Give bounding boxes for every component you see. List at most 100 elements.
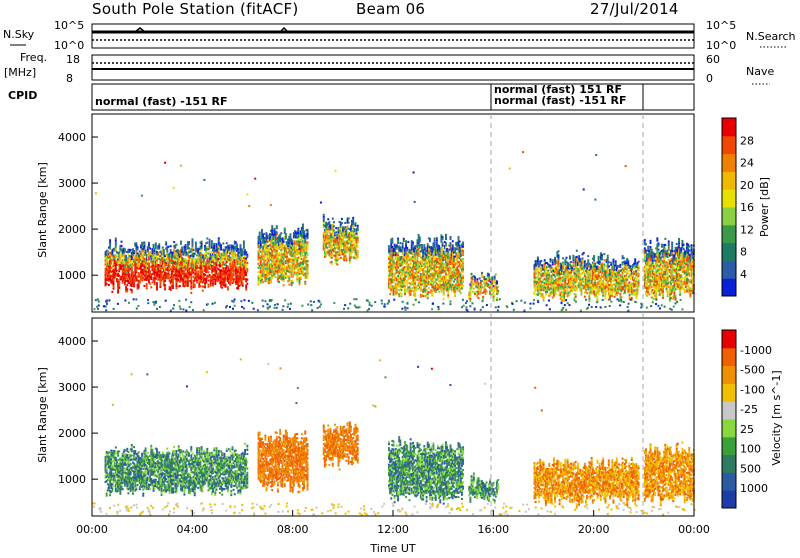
scatter-cell <box>439 259 441 261</box>
scatter-cell <box>436 237 438 239</box>
scatter-cell <box>206 242 208 244</box>
scatter-cell <box>307 231 309 233</box>
scatter-cell <box>330 228 332 230</box>
scatter-cell <box>563 300 565 302</box>
scatter-cell <box>162 247 164 249</box>
scatter-cell <box>190 277 192 279</box>
scatter-cell <box>228 247 230 249</box>
scatter-cell <box>427 243 429 245</box>
scatter-cell <box>552 259 554 261</box>
scatter-cell <box>575 294 577 296</box>
scatter-cell <box>481 286 483 288</box>
scatter-cell <box>240 261 242 263</box>
scatter-cell <box>406 280 408 282</box>
scatter-cell <box>593 259 595 261</box>
scatter-cell <box>587 265 589 267</box>
scatter-cell <box>593 257 595 259</box>
scatter-cell <box>307 245 309 247</box>
scatter-cell <box>190 288 192 290</box>
scatter-cell <box>545 285 547 287</box>
scatter-cell <box>459 257 461 259</box>
scatter-cell <box>414 291 416 293</box>
scatter-cell <box>584 262 586 264</box>
scatter-cell <box>302 265 304 267</box>
scatter-cell <box>159 284 161 286</box>
scatter-cell <box>473 288 475 290</box>
scatter-cell <box>221 258 223 260</box>
scatter-cell <box>352 225 354 227</box>
scatter-cell <box>488 276 490 278</box>
scatter-cell <box>588 294 590 296</box>
scatter-cell <box>172 252 174 254</box>
scatter-cell <box>331 246 333 248</box>
scatter-cell <box>462 285 464 287</box>
scatter-cell <box>415 268 417 270</box>
scatter-cell <box>453 266 455 268</box>
scatter-cell <box>540 260 542 262</box>
scatter-cell <box>271 225 273 227</box>
scatter-cell <box>439 273 441 275</box>
scatter-cell <box>562 266 564 268</box>
scatter-cell <box>474 291 476 293</box>
scatter-cell <box>462 246 464 248</box>
scatter-cell <box>189 257 191 259</box>
scatter-cell <box>570 265 572 267</box>
scatter-cell <box>141 275 143 277</box>
scatter-cell <box>414 285 416 287</box>
scatter-cell <box>419 238 421 240</box>
scatter-cell <box>191 243 193 245</box>
scatter-cell <box>579 277 581 279</box>
scatter-cell <box>218 252 220 254</box>
scatter-cell <box>587 288 589 290</box>
scatter-cell <box>181 249 183 251</box>
scatter-cell <box>218 239 220 241</box>
scatter-cell <box>450 244 452 246</box>
scatter-cell <box>564 280 566 282</box>
scatter-cell <box>258 281 260 283</box>
scatter-cell <box>235 266 237 268</box>
scatter-cell <box>352 221 354 223</box>
scatter-cell <box>586 267 588 269</box>
scatter-cell <box>118 262 120 264</box>
scatter-cell <box>294 230 296 232</box>
scatter-cell <box>209 245 211 247</box>
scatter-cell <box>471 287 473 289</box>
scatter-cell <box>233 256 235 258</box>
date-label: 27/Jul/2014 <box>590 0 679 18</box>
scatter-cell <box>447 290 449 292</box>
scatter-cell <box>349 259 351 261</box>
scatter-cell <box>148 258 150 260</box>
freq-tick-bottom: 8 <box>66 72 73 85</box>
scatter-cell <box>165 241 167 243</box>
scatter-cell <box>139 280 141 282</box>
scatter-cell <box>180 243 182 245</box>
scatter-cell <box>190 279 192 281</box>
scatter-cell <box>337 227 339 229</box>
scatter-cell <box>410 294 412 296</box>
scatter-cell <box>234 263 236 265</box>
scatter-cell <box>549 258 551 260</box>
scatter-cell <box>461 283 463 285</box>
scatter-cell <box>191 247 193 249</box>
scatter-cell <box>344 253 346 255</box>
scatter-cell <box>213 245 215 247</box>
scatter-cell <box>260 259 262 261</box>
scatter-cell <box>540 283 542 285</box>
scatter-cell <box>149 270 151 272</box>
scatter-cell <box>304 283 306 285</box>
scatter-cell <box>393 294 395 296</box>
scatter-cell <box>462 258 464 260</box>
scatter-cell <box>131 285 133 287</box>
scatter-cell <box>354 222 356 224</box>
scatter-cell <box>180 241 182 243</box>
scatter-cell <box>271 231 273 233</box>
scatter-cell <box>201 243 203 245</box>
scatter-cell <box>567 289 569 291</box>
scatter-cell <box>307 276 309 278</box>
scatter-cell <box>572 265 574 267</box>
scatter-cell <box>193 249 195 251</box>
scatter-cell <box>190 284 192 286</box>
scatter-cell <box>431 272 433 274</box>
scatter-cell <box>155 247 157 249</box>
scatter-cell <box>570 280 572 282</box>
